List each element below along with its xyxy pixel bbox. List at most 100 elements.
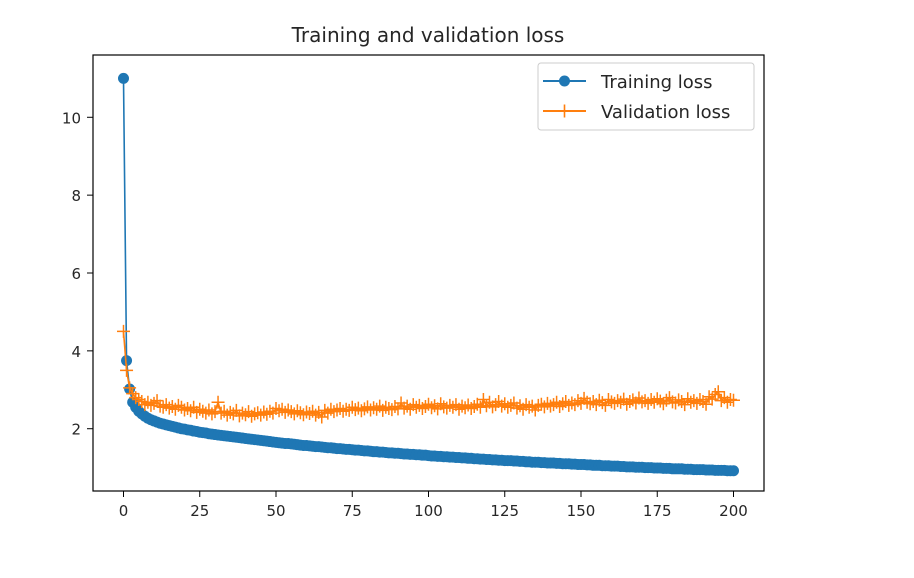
- data-point: [714, 394, 728, 408]
- data-point: [455, 399, 469, 413]
- data-point: [461, 398, 475, 412]
- data-point: [513, 399, 527, 413]
- data-point: [519, 398, 533, 412]
- x-tick-label: 200: [719, 502, 748, 520]
- data-point: [257, 405, 271, 419]
- data-point: [117, 324, 130, 338]
- data-point: [254, 408, 268, 422]
- data-point: [467, 400, 481, 414]
- data-point: [458, 401, 472, 415]
- data-point: [324, 402, 338, 416]
- x-tick-label: 0: [119, 502, 129, 520]
- data-point: [684, 395, 698, 409]
- data-point: [248, 407, 262, 421]
- data-point: [333, 401, 347, 415]
- data-point: [239, 408, 252, 422]
- data-point: [537, 400, 551, 414]
- data-point: [361, 400, 374, 414]
- data-point: [522, 400, 536, 414]
- data-point: [376, 403, 390, 417]
- data-point: [531, 398, 545, 412]
- data-point: [345, 400, 359, 414]
- data-point: [370, 402, 384, 416]
- y-tick-label: 4: [71, 343, 81, 361]
- data-point: [540, 396, 554, 410]
- legend: Training loss Validation loss: [537, 62, 755, 131]
- data-point: [556, 397, 570, 411]
- data-point: [678, 398, 692, 412]
- data-point: [342, 403, 356, 417]
- y-tick-label: 6: [71, 265, 81, 283]
- data-point: [199, 406, 213, 420]
- data-point: [669, 396, 683, 410]
- data-point: [165, 400, 179, 414]
- x-tick-label: 100: [414, 502, 443, 520]
- series-validation: [117, 324, 740, 424]
- data-point: [190, 405, 204, 419]
- data-point: [159, 398, 173, 412]
- data-point: [510, 401, 524, 415]
- legend-training-marker: [559, 75, 570, 87]
- data-point: [653, 394, 667, 408]
- data-point: [214, 406, 228, 420]
- data-point: [309, 408, 323, 422]
- data-point: [702, 390, 716, 404]
- x-tick-label: 75: [343, 502, 362, 520]
- data-point: [723, 393, 737, 407]
- x-tick-label: 125: [490, 502, 519, 520]
- chart-title: Training and validation loss: [291, 23, 565, 47]
- data-point: [120, 363, 134, 377]
- data-point: [400, 399, 414, 413]
- data-point: [205, 407, 219, 421]
- data-point: [388, 400, 402, 414]
- data-point: [367, 401, 381, 415]
- data-point: [571, 394, 585, 408]
- data-point: [153, 399, 167, 413]
- data-point: [229, 403, 243, 417]
- data-point: [614, 395, 628, 409]
- data-point: [562, 398, 576, 412]
- data-point: [284, 405, 298, 419]
- data-point: [348, 403, 362, 417]
- data-point: [150, 394, 164, 408]
- data-point: [232, 409, 246, 423]
- data-point: [351, 401, 365, 415]
- x-tick-label: 150: [567, 502, 596, 520]
- data-point: [138, 398, 152, 412]
- data-point: [357, 402, 371, 416]
- plot-area: [117, 72, 740, 477]
- data-point: [425, 401, 439, 415]
- data-point: [226, 407, 240, 421]
- data-point: [687, 394, 701, 408]
- data-point: [251, 406, 265, 420]
- data-point: [245, 409, 259, 423]
- data-point: [123, 381, 137, 395]
- data-point: [300, 405, 313, 419]
- y-tick-label: 2: [71, 421, 81, 439]
- legend-box: [537, 62, 755, 131]
- data-point: [409, 400, 423, 414]
- data-point: [364, 403, 378, 417]
- data-point: [608, 396, 622, 410]
- x-tick-label: 50: [266, 502, 285, 520]
- data-point: [174, 400, 188, 414]
- data-point: [681, 392, 695, 406]
- data-point: [379, 400, 393, 414]
- data-point: [659, 393, 673, 407]
- data-point: [178, 403, 191, 417]
- data-point: [623, 394, 637, 408]
- data-point: [223, 405, 237, 419]
- data-point: [118, 72, 129, 84]
- y-axis: 2 4 6 8 10: [62, 109, 93, 439]
- data-point: [586, 394, 600, 408]
- data-point: [498, 397, 512, 411]
- data-point: [489, 398, 503, 412]
- data-point: [135, 394, 149, 408]
- data-point: [656, 397, 670, 411]
- data-point: [303, 407, 317, 421]
- data-point: [330, 403, 344, 417]
- data-point: [275, 402, 289, 416]
- data-point: [580, 395, 594, 409]
- data-point: [479, 399, 493, 413]
